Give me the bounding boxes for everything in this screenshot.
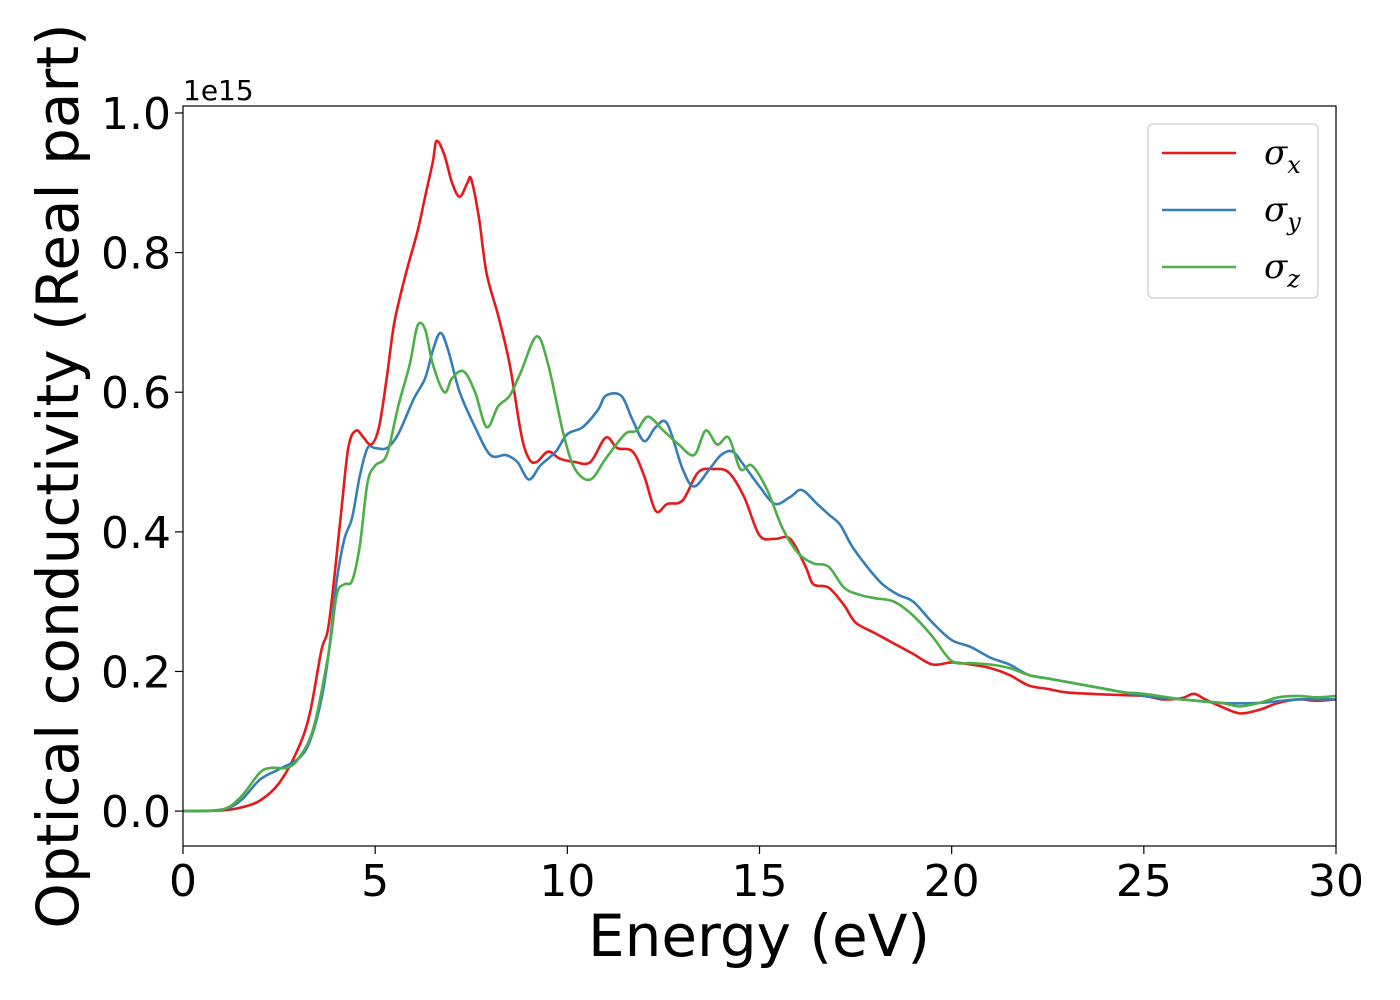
- x-tick-label: 30: [1308, 856, 1364, 907]
- y-tick-label: 1.0: [101, 89, 171, 140]
- y-tick-label: 0.2: [101, 647, 171, 698]
- y-axis-label: Optical conductivity (Real part): [24, 23, 92, 928]
- legend-label-x: σx: [1264, 133, 1301, 179]
- y-tick-label: 0.0: [101, 787, 171, 838]
- x-tick-label: 20: [924, 856, 980, 907]
- x-axis-label: Energy (eV): [588, 902, 930, 970]
- x-tick-label: 25: [1116, 856, 1172, 907]
- legend-symbol: σ: [1264, 133, 1288, 173]
- y-tick-label: 0.4: [101, 508, 171, 559]
- legend-symbol: σ: [1264, 247, 1288, 287]
- series-line-z: [183, 321, 1336, 813]
- legend-label-y: σy: [1264, 190, 1301, 236]
- y-tick-label: 0.8: [101, 229, 171, 280]
- legend-subscript: y: [1286, 208, 1301, 236]
- series-line-x: [183, 139, 1336, 813]
- legend-subscript: z: [1286, 265, 1300, 293]
- x-tick-label: 10: [539, 856, 595, 907]
- x-tick-label: 0: [169, 856, 197, 907]
- legend-symbol: σ: [1264, 190, 1288, 230]
- y-tick-label: 0.6: [101, 368, 171, 419]
- series-layer: [183, 139, 1336, 813]
- legend-label-z: σz: [1264, 247, 1300, 293]
- legend-subscript: x: [1287, 151, 1301, 179]
- series-line-y: [183, 331, 1336, 813]
- y-axis-ticks: 0.0 0.2 0.4 0.6 0.8 1.0: [101, 89, 183, 838]
- y-axis-exponent-label: 1e15: [183, 74, 254, 107]
- x-axis-ticks: 0 5 10 15 20 25 30: [169, 846, 1364, 907]
- x-tick-label: 15: [732, 856, 788, 907]
- x-tick-label: 5: [361, 856, 389, 907]
